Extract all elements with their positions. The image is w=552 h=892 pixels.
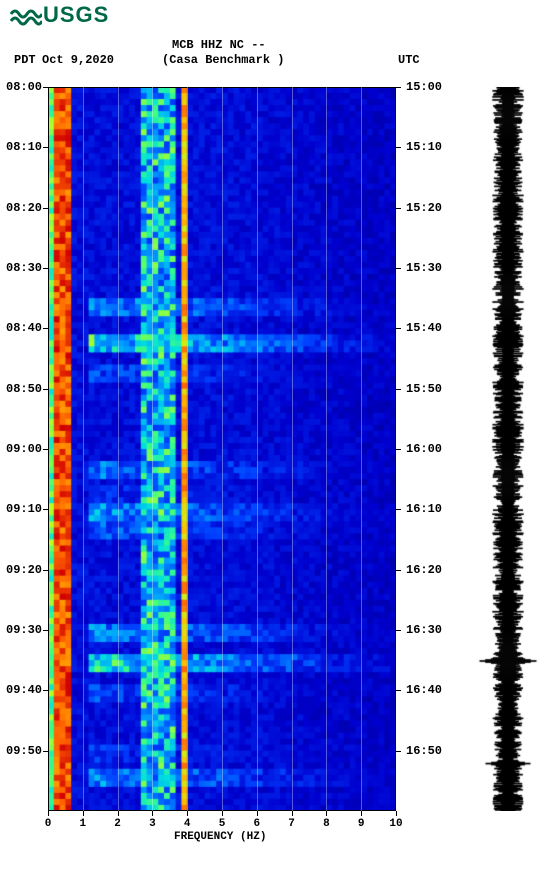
xtick-mark — [187, 811, 188, 816]
xtick-label: 3 — [149, 818, 156, 830]
xtick-label: 10 — [389, 818, 402, 830]
xtick-label: 4 — [184, 818, 191, 830]
right-ytick-mark — [396, 147, 401, 148]
right-ytick-mark — [396, 208, 401, 209]
left-ytick-mark — [43, 147, 48, 148]
xtick-label: 7 — [288, 818, 295, 830]
left-ytick-mark — [43, 328, 48, 329]
left-ytick-label: 09:50 — [6, 744, 42, 758]
left-timezone-label: PDT — [14, 53, 36, 67]
right-ytick-label: 16:10 — [406, 502, 442, 516]
xtick-label: 2 — [114, 818, 121, 830]
right-ytick-mark — [396, 268, 401, 269]
right-ytick-label: 16:50 — [406, 744, 442, 758]
right-ytick-mark — [396, 87, 401, 88]
left-ytick-mark — [43, 630, 48, 631]
right-ytick-label: 16:40 — [406, 683, 442, 697]
xtick-mark — [118, 811, 119, 816]
left-ytick-label: 09:10 — [6, 502, 42, 516]
right-ytick-mark — [396, 751, 401, 752]
right-ytick-label: 15:50 — [406, 382, 442, 396]
left-ytick-mark — [43, 570, 48, 571]
right-ytick-mark — [396, 570, 401, 571]
date-label: Oct 9,2020 — [42, 53, 114, 67]
left-ytick-label: 08:30 — [6, 261, 42, 275]
xtick-mark — [361, 811, 362, 816]
right-ytick-mark — [396, 328, 401, 329]
xtick-mark — [152, 811, 153, 816]
left-ytick-label: 09:40 — [6, 683, 42, 697]
usgs-logo-wave-icon — [10, 6, 42, 31]
xtick-label: 5 — [219, 818, 226, 830]
right-ytick-mark — [396, 630, 401, 631]
gridline — [361, 87, 362, 811]
xtick-label: 8 — [323, 818, 330, 830]
usgs-logo-text: USGS — [43, 2, 109, 28]
xtick-mark — [326, 811, 327, 816]
left-ytick-label: 09:30 — [6, 623, 42, 637]
xtick-label: 0 — [45, 818, 52, 830]
xtick-label: 6 — [253, 818, 260, 830]
left-ytick-label: 08:20 — [6, 201, 42, 215]
left-ytick-label: 08:00 — [6, 80, 42, 94]
left-ytick-mark — [43, 690, 48, 691]
xtick-mark — [83, 811, 84, 816]
left-ytick-mark — [43, 208, 48, 209]
right-ytick-label: 16:20 — [406, 563, 442, 577]
right-ytick-label: 15:30 — [406, 261, 442, 275]
right-ytick-label: 15:40 — [406, 321, 442, 335]
gridline — [326, 87, 327, 811]
left-ytick-mark — [43, 509, 48, 510]
right-ytick-label: 16:00 — [406, 442, 442, 456]
frequency-axis-label: FREQUENCY (HZ) — [174, 831, 266, 843]
xtick-mark — [222, 811, 223, 816]
root-container: { "logo": { "text": "USGS", "color": "#0… — [0, 0, 552, 892]
station-title: MCB HHZ NC -- — [172, 38, 266, 52]
gridline — [83, 87, 84, 811]
xtick-mark — [396, 811, 397, 816]
xtick-mark — [48, 811, 49, 816]
xtick-label: 9 — [358, 818, 365, 830]
left-ytick-mark — [43, 389, 48, 390]
left-ytick-mark — [43, 449, 48, 450]
right-ytick-label: 15:20 — [406, 201, 442, 215]
left-ytick-mark — [43, 87, 48, 88]
right-ytick-mark — [396, 509, 401, 510]
right-ytick-label: 15:00 — [406, 80, 442, 94]
left-ytick-label: 08:40 — [6, 321, 42, 335]
right-ytick-mark — [396, 690, 401, 691]
left-ytick-label: 08:50 — [6, 382, 42, 396]
right-ytick-mark — [396, 389, 401, 390]
gridline — [222, 87, 223, 811]
left-ytick-label: 08:10 — [6, 140, 42, 154]
waveform-plot — [478, 87, 538, 811]
left-ytick-label: 09:20 — [6, 563, 42, 577]
station-subtitle: (Casa Benchmark ) — [162, 53, 284, 67]
gridline — [257, 87, 258, 811]
xtick-mark — [292, 811, 293, 816]
xtick-label: 1 — [79, 818, 86, 830]
right-ytick-label: 16:30 — [406, 623, 442, 637]
left-ytick-mark — [43, 268, 48, 269]
left-ytick-mark — [43, 751, 48, 752]
gridline — [187, 87, 188, 811]
right-ytick-mark — [396, 449, 401, 450]
gridline — [118, 87, 119, 811]
gridline — [152, 87, 153, 811]
gridline — [292, 87, 293, 811]
right-ytick-label: 15:10 — [406, 140, 442, 154]
left-ytick-label: 09:00 — [6, 442, 42, 456]
xtick-mark — [257, 811, 258, 816]
right-timezone-label: UTC — [398, 53, 420, 67]
